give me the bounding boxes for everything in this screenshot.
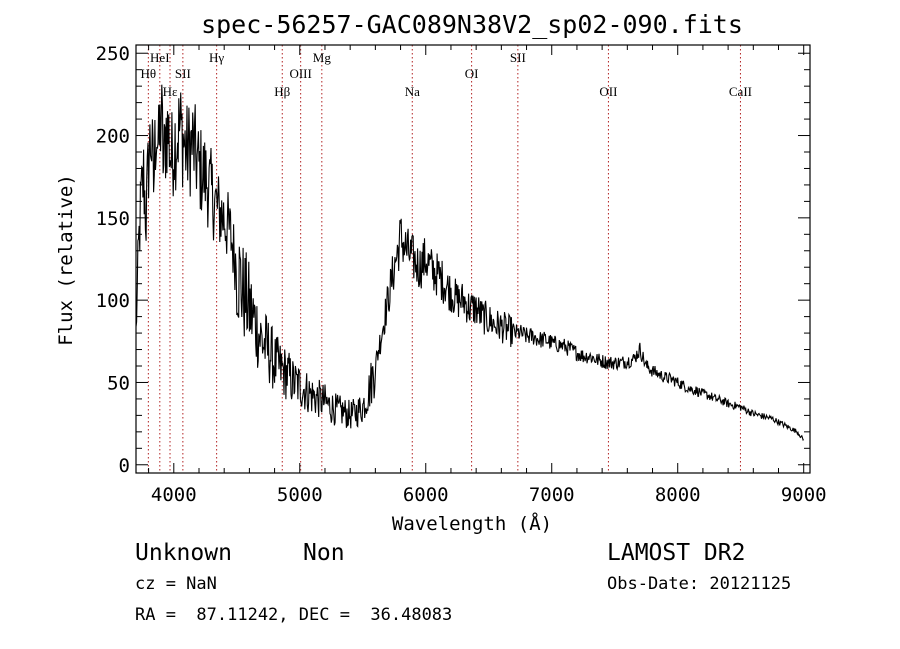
y-tick-label: 0	[119, 455, 130, 477]
line-id-label-2: Mg	[313, 50, 332, 65]
x-axis-label: Wavelength (Å)	[392, 512, 552, 535]
line-id-label-7: OI	[465, 66, 479, 81]
line-id-label-3: SII	[510, 50, 526, 65]
subclass-label: Non	[303, 540, 345, 566]
line-id-label-5: SII	[175, 66, 191, 81]
y-tick-label: 50	[107, 372, 130, 394]
x-tick-label: 7000	[529, 484, 575, 506]
line-id-label-10: Na	[405, 84, 420, 99]
y-tick-label: 100	[96, 290, 130, 312]
x-tick-label: 4000	[151, 484, 197, 506]
y-tick-label: 150	[96, 208, 130, 230]
x-tick-label: 5000	[277, 484, 323, 506]
y-axis-label: Flux (relative)	[55, 174, 77, 346]
spectrum-line	[135, 84, 805, 441]
chart-title: spec-56257-GAC089N38V2_sp02-090.fits	[201, 10, 743, 39]
line-id-label-12: CaII	[729, 84, 752, 99]
cz-label: cz = NaN	[135, 574, 217, 594]
line-id-label-6: OIII	[289, 66, 311, 81]
line-id-label-11: OII	[599, 84, 617, 99]
line-id-label-4: Hθ	[141, 66, 157, 81]
line-id-labels: HeI Hγ Mg SII Hθ SII OIII OI Hε Hβ Na OII CaII	[141, 50, 752, 99]
axis-ticks: 4000 5000 6000 7000 8000 9000 0 50 100 150 200 250	[96, 43, 827, 506]
x-tick-label: 9000	[781, 484, 827, 506]
x-tick-label: 6000	[403, 484, 449, 506]
x-tick-label: 8000	[655, 484, 701, 506]
y-tick-label: 250	[96, 43, 130, 65]
line-id-label-1: Hγ	[209, 50, 224, 65]
survey-label: LAMOST DR2	[607, 540, 745, 566]
obs-date-label: Obs-Date: 20121125	[607, 574, 791, 594]
line-id-label-8: Hε	[163, 84, 178, 99]
coordinates-label: RA = 87.11242, DEC = 36.48083	[135, 605, 452, 625]
plot-frame	[135, 44, 811, 474]
spectrum-series	[135, 84, 805, 441]
line-id-label-0: HeI	[150, 50, 170, 65]
class-label: Unknown	[135, 540, 232, 566]
line-id-label-9: Hβ	[274, 84, 290, 99]
y-tick-label: 200	[96, 126, 130, 148]
